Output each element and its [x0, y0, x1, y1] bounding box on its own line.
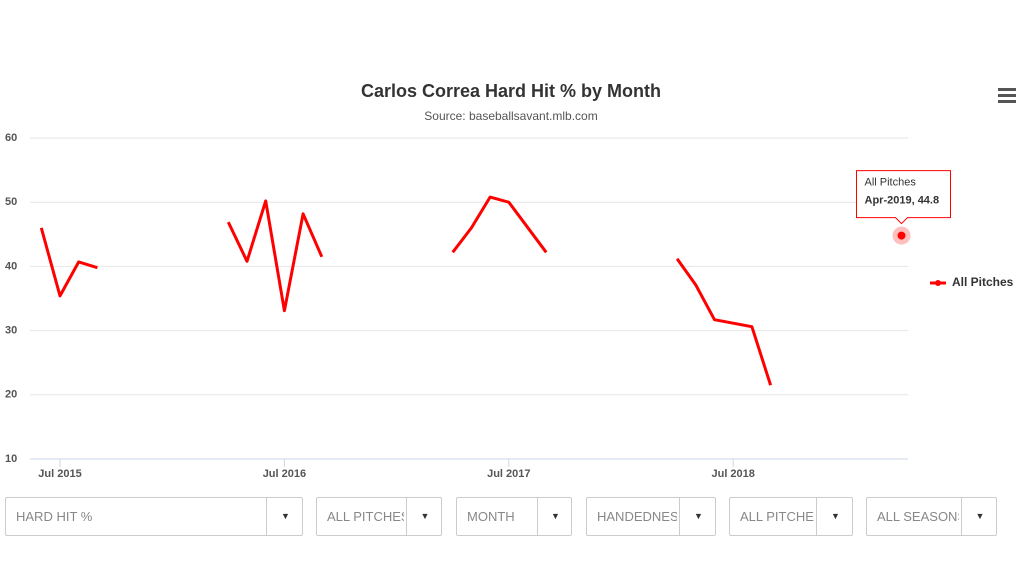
menu-bar	[998, 88, 1016, 91]
y-tick-label: 30	[5, 325, 17, 337]
dropdown-arrow: ▼	[975, 511, 985, 521]
legend-dot	[935, 280, 941, 286]
dropdown-arrow: ▼	[420, 511, 430, 521]
x-tick-label: Jul 2017	[487, 468, 530, 480]
dropdown-divider	[537, 498, 538, 535]
y-tick-label: 10	[5, 453, 17, 465]
x-tick-label: Jul 2016	[263, 468, 306, 480]
dropdown-divider	[816, 498, 817, 535]
y-tick-label: 60	[5, 132, 17, 144]
dropdown-label: MONTH	[467, 509, 515, 524]
dropdown[interactable]: HANDEDNESS ▼	[586, 497, 716, 536]
tooltip-series: All Pitches	[865, 176, 917, 188]
dropdown[interactable]: ALL SEASONS ▼	[866, 497, 997, 536]
dropdown[interactable]: HARD HIT % ▼	[5, 497, 303, 536]
dropdown[interactable]: ALL PITCHES ▼	[729, 497, 853, 536]
chart-subtitle: Source: baseballsavant.mlb.com	[424, 109, 597, 123]
dropdown-label: HARD HIT %	[16, 509, 93, 524]
menu-bar	[998, 94, 1016, 97]
series-line	[41, 197, 901, 385]
dropdown[interactable]: MONTH ▼	[456, 497, 572, 536]
dropdown-label: ALL PITCHES	[327, 509, 404, 524]
legend-label: All Pitches	[952, 275, 1014, 289]
menu-bar	[998, 100, 1016, 103]
chart-title: Carlos Correa Hard Hit % by Month	[361, 81, 661, 101]
dropdown-arrow: ▼	[281, 511, 290, 521]
dropdown-divider	[266, 498, 267, 535]
dropdown[interactable]: ALL PITCHES ▼	[316, 497, 442, 536]
y-tick-label: 40	[5, 260, 17, 272]
dropdown-arrow: ▼	[551, 511, 560, 521]
y-tick-label: 20	[5, 389, 17, 401]
y-tick-label: 50	[5, 196, 17, 208]
dropdown-label: HANDEDNESS	[597, 509, 677, 524]
tooltip: All Pitches Apr-2019, 44.8	[856, 170, 951, 225]
tooltip-label: Apr-2019, 44.8	[865, 194, 940, 206]
x-tick-label: Jul 2018	[711, 468, 754, 480]
dropdown-divider	[961, 498, 962, 535]
dropdown-label: ALL SEASONS	[877, 509, 959, 524]
tooltip-box	[856, 170, 951, 225]
dropdown-arrow: ▼	[831, 511, 840, 521]
x-tick-label: Jul 2015	[38, 468, 81, 480]
dropdown-arrow: ▼	[694, 511, 703, 521]
dropdown-label: ALL PITCHES	[740, 509, 814, 524]
dropdown-divider	[679, 498, 680, 535]
point	[897, 231, 906, 240]
menu-icon[interactable]	[998, 88, 1016, 103]
dropdown-divider	[406, 498, 407, 535]
